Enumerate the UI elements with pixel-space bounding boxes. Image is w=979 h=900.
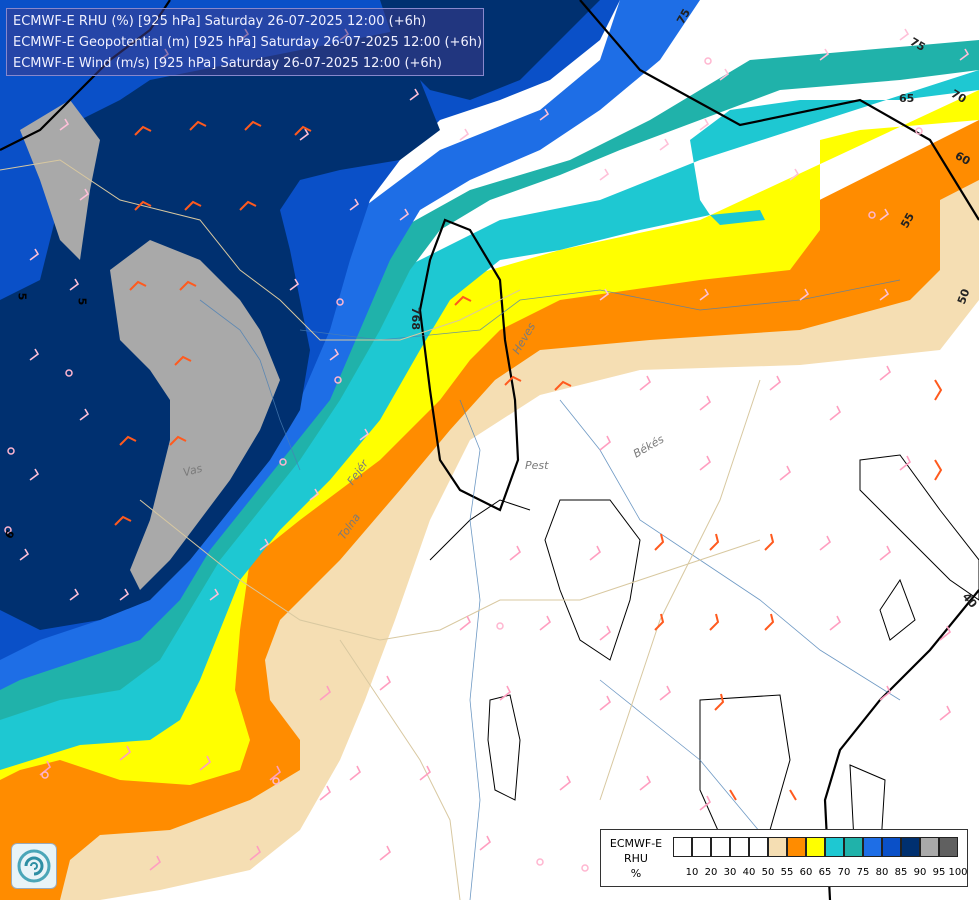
contour-label-5a: 5 [15,292,29,301]
rhu-band-95-b [20,100,100,260]
thin-contour-6 [859,454,979,601]
geopotential-contour-c [823,589,979,900]
legend-swatches [673,837,958,857]
legend-label: ECMWF-E RHU % [605,836,667,881]
legend-swatch [673,837,692,857]
rhu-band-75 [0,40,979,760]
legend-label-variable: RHU [624,852,648,865]
legend-tick: 65 [818,867,832,878]
wind-barbs-strong [114,120,943,801]
rhu-band-95-a [110,240,280,590]
legend-swatch [901,837,920,857]
calm-wind-markers [4,57,923,872]
legend-tick: 10 [685,867,699,878]
legend-swatch [806,837,825,857]
legend-swatch [939,837,958,857]
legend-swatch [749,837,768,857]
legend-tick: 80 [875,867,889,878]
legend-swatch [692,837,711,857]
thin-contour-1 [544,499,641,661]
rhu-band-70 [0,70,979,780]
legend-swatch [730,837,749,857]
legend-ticks: 10 20 30 40 50 55 60 65 70 75 80 85 90 95 100 [673,867,973,881]
map-borders [0,159,761,900]
thin-contour-7 [429,499,531,561]
map-title-box: ECMWF-E RHU (%) [925 hPa] Saturday 26-07… [6,8,484,76]
legend-swatch [768,837,787,857]
legend-swatch [825,837,844,857]
legend-tick: 30 [723,867,737,878]
contour-label-65: 65 [899,92,915,105]
legend-tick: 70 [837,867,851,878]
legend-tick: 20 [704,867,718,878]
title-geopotential: ECMWF-E Geopotential (m) [925 hPa] Satur… [13,35,483,50]
legend-swatch [882,837,901,857]
legend-swatch [844,837,863,857]
ecmwf-swirl-icon [11,843,57,889]
contour-label-768: 768 [408,307,422,330]
legend-tick: 75 [856,867,870,878]
legend-tick: 55 [780,867,794,878]
thin-contour-4 [879,578,916,641]
legend-swatch [711,837,730,857]
legend-tick: 100 [948,867,968,878]
wind-barbs-light [39,365,952,871]
legend-tick: 60 [799,867,813,878]
legend-swatch [920,837,939,857]
rhu-legend: ECMWF-E RHU % 10 20 30 40 50 55 60 65 70 75 80 85 90… [600,829,968,887]
title-wind: ECMWF-E Wind (m/s) [925 hPa] Saturday 26… [13,56,442,71]
legend-tick: 40 [742,867,756,878]
region-label-pest: Pest [525,459,549,472]
legend-swatch [863,837,882,857]
title-rhu: ECMWF-E RHU (%) [925 hPa] Saturday 26-07… [13,14,427,29]
legend-label-unit: % [630,867,642,880]
geopotential-contour-a [579,0,979,221]
contour-label-5b: 5 [75,297,89,306]
legend-tick: 95 [932,867,946,878]
thin-contour-2 [487,694,521,801]
legend-tick: 90 [913,867,927,878]
rhu-band-60 [0,120,979,900]
geopotential-contour-768 [418,218,520,512]
legend-label-model: ECMWF-E [609,837,663,850]
legend-swatch [787,837,806,857]
rhu-pocket [710,210,765,225]
legend-tick: 85 [894,867,908,878]
legend-tick: 50 [761,867,775,878]
